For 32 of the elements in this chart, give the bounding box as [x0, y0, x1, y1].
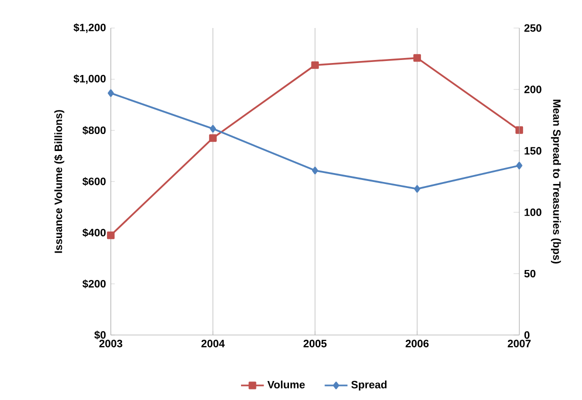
y-axis-title: Issuance Volume ($ Billions)	[54, 110, 64, 253]
y2-tick-label: 150	[524, 146, 542, 154]
y-tick-label: $1,200	[74, 23, 106, 33]
y2-tick-label: 250	[524, 24, 542, 32]
point	[311, 61, 319, 69]
point	[106, 231, 115, 239]
y2-tick-label: 50	[524, 270, 536, 278]
y2-tick-label: 100	[524, 208, 542, 216]
y-tick-label: $800	[82, 126, 106, 135]
x-tick-label: 2007	[508, 340, 531, 348]
point	[515, 126, 524, 134]
y-tick-label: $200	[82, 279, 106, 288]
legend-label: Spread	[351, 380, 387, 390]
legend-label: Volume	[267, 380, 305, 388]
x-tick-label: 2006	[406, 340, 429, 348]
point	[210, 124, 216, 132]
point	[413, 54, 421, 62]
y2-axis-title: Mean Spread to Treasuries (bps)	[550, 100, 561, 264]
point	[312, 166, 318, 174]
y-tick-label: $400	[82, 228, 106, 237]
y2-tick-label: 0	[524, 331, 530, 339]
y2-tick-label: 200	[524, 85, 542, 93]
point	[414, 184, 420, 192]
point	[516, 162, 522, 170]
y-tick-label: $0	[94, 330, 106, 340]
point	[209, 134, 217, 142]
y-tick-label: $1,000	[74, 74, 106, 84]
x-tick-label: 2003	[99, 340, 122, 348]
x-tick-label: 2004	[201, 340, 225, 348]
y-tick-label: $600	[82, 176, 106, 186]
x-tick-label: 2005	[304, 340, 327, 348]
point	[108, 89, 114, 97]
